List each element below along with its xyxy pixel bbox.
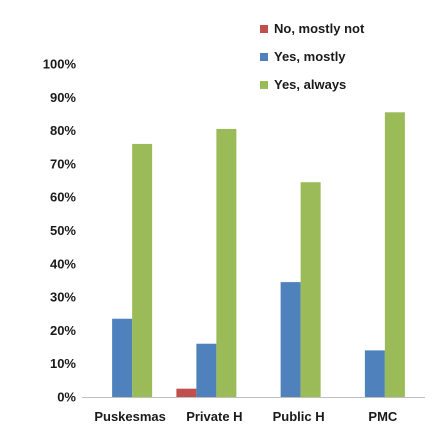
- y-axis: 0% 10% 20% 30% 40% 50% 60% 70% 80% 90% 100%: [43, 57, 77, 405]
- legend-label: No, mostly not: [274, 21, 365, 36]
- legend-swatch: [260, 53, 268, 61]
- bar-yes-always-private-h: [216, 128, 237, 397]
- y-tick-label: 30%: [50, 290, 76, 305]
- y-tick-label: 10%: [50, 356, 76, 371]
- y-tick-label: 60%: [50, 190, 76, 205]
- y-tick-label: 80%: [50, 123, 76, 138]
- y-tick-label: 40%: [50, 256, 76, 271]
- bars-group: [112, 112, 405, 397]
- x-category-label: Private H: [186, 409, 242, 424]
- legend: No, mostly not Yes, mostly Yes, always: [260, 21, 365, 92]
- y-tick-label: 50%: [50, 223, 76, 238]
- x-category-label: Public H: [273, 409, 325, 424]
- bar-yes-always-puskesmas: [132, 143, 153, 397]
- legend-label: Yes, always: [274, 77, 346, 92]
- bar-yes-mostly-puskesmas: [112, 318, 133, 397]
- y-tick-label: 90%: [50, 90, 76, 105]
- legend-swatch: [260, 25, 268, 33]
- y-tick-label: 70%: [50, 156, 76, 171]
- x-category-label: PMC: [368, 409, 398, 424]
- y-tick-label: 20%: [50, 323, 76, 338]
- bar-yes-always-public-h: [300, 182, 321, 397]
- bar-yes-always-pmc: [384, 112, 405, 397]
- y-tick-label: 0%: [57, 390, 76, 405]
- x-axis: Puskesmas Private H Public H PMC: [94, 409, 398, 424]
- y-tick-label: 100%: [43, 57, 77, 72]
- bar-yes-mostly-pmc: [364, 350, 385, 397]
- bar-yes-mostly-private-h: [196, 343, 217, 397]
- legend-swatch: [260, 81, 268, 89]
- bar-no-mostly-not-private-h: [176, 388, 197, 397]
- x-category-label: Puskesmas: [94, 409, 166, 424]
- bar-yes-mostly-public-h: [280, 282, 301, 397]
- legend-label: Yes, mostly: [274, 49, 346, 64]
